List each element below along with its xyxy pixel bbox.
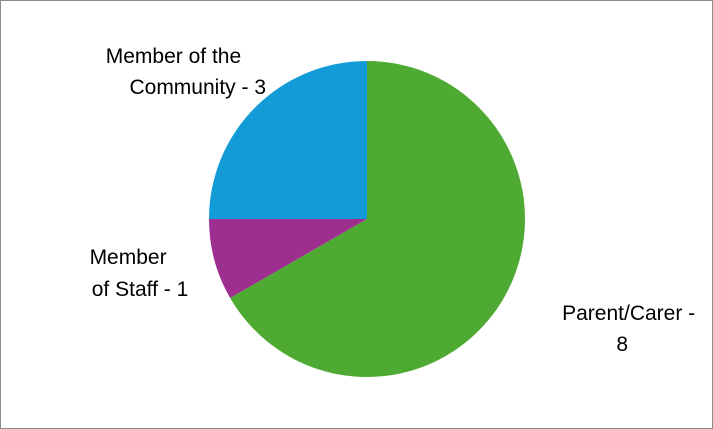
pie-slice-parent-carer — [230, 61, 526, 377]
pie-slice-member-of-staff — [209, 219, 367, 298]
slice-label-parent-carer: Parent/Carer - 8 — [562, 302, 701, 356]
pie-slices — [209, 61, 526, 377]
pie-labels: Parent/Carer - 8 Member of Staff - 1 Mem… — [90, 45, 701, 356]
slice-label-member-of-staff-line-2: of Staff - 1 — [92, 278, 189, 301]
slice-label-member-of-staff-line-1: Member — [90, 246, 167, 269]
pie-slice-member-of-the-community — [209, 61, 367, 219]
slice-label-parent-carer-line-2: 8 — [616, 333, 628, 356]
slice-label-community-line-2: Community - 3 — [129, 76, 266, 99]
slice-label-community-line-1: Member of the — [106, 45, 241, 68]
slice-label-parent-carer-line-1: Parent/Carer - — [562, 302, 695, 325]
slice-label-member-of-staff: Member of Staff - 1 — [90, 246, 189, 301]
slice-label-member-of-the-community: Member of the Community - 3 — [106, 45, 266, 99]
